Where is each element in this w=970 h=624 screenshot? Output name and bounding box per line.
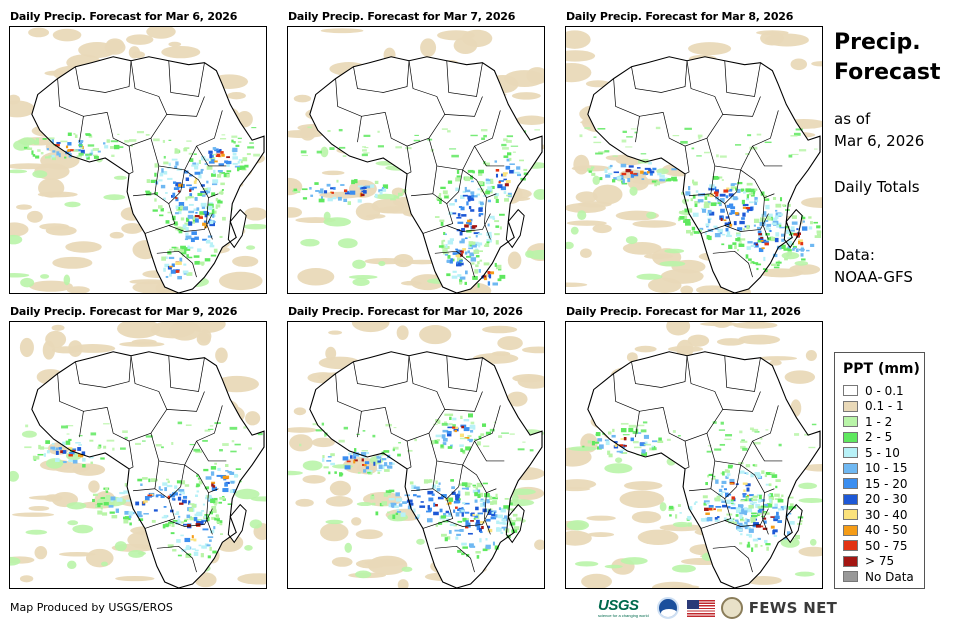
usgs-logo-text: USGS xyxy=(598,597,639,614)
noaa-logo-icon xyxy=(656,597,679,619)
precip-map xyxy=(566,30,822,293)
precip-map xyxy=(566,322,822,588)
legend-swatch xyxy=(843,478,858,490)
us-flag-icon xyxy=(686,599,715,617)
legend-item: 5 - 10 xyxy=(843,445,924,461)
map-panel-mar8 xyxy=(565,26,823,294)
legend-swatch xyxy=(843,400,858,412)
map-panel-mar6 xyxy=(9,26,267,294)
legend-item: 40 - 50 xyxy=(843,523,924,539)
legend-label: 1 - 2 xyxy=(865,414,893,429)
map-credit: Map Produced by USGS/EROS xyxy=(10,601,173,614)
legend-swatch xyxy=(843,416,858,428)
legend-item: 20 - 30 xyxy=(843,492,924,508)
precip-map xyxy=(10,322,266,588)
legend-swatch xyxy=(843,431,858,443)
precip-map xyxy=(10,27,266,293)
legend-label: No Data xyxy=(865,569,914,584)
precip-map xyxy=(288,28,544,293)
panel-title-mar11: Daily Precip. Forecast for Mar 11, 2026 xyxy=(566,305,801,318)
map-panel-mar10 xyxy=(287,321,545,589)
as-of-label: as of xyxy=(834,110,871,128)
precip-map xyxy=(288,322,544,588)
sidebar-title: Precip. Forecast xyxy=(834,28,941,88)
legend-label: 2 - 5 xyxy=(865,430,893,445)
legend-item: No Data xyxy=(843,569,924,585)
legend-item: 0.1 - 1 xyxy=(843,399,924,415)
panel-title-mar10: Daily Precip. Forecast for Mar 10, 2026 xyxy=(288,305,523,318)
legend-item: 15 - 20 xyxy=(843,476,924,492)
sidebar-title-line2: Forecast xyxy=(834,60,941,85)
panel-title-mar9: Daily Precip. Forecast for Mar 9, 2026 xyxy=(10,305,238,318)
legend-label: 0 - 0.1 xyxy=(865,383,904,398)
panel-title-mar7: Daily Precip. Forecast for Mar 7, 2026 xyxy=(288,10,516,23)
legend-swatch xyxy=(843,571,858,583)
usgs-logo: USGS science for a changing world xyxy=(598,598,649,618)
fews-net-logo: FEWS NET xyxy=(748,599,838,617)
legend-swatch xyxy=(843,493,858,505)
map-panel-mar11 xyxy=(565,321,823,589)
legend-title: PPT (mm) xyxy=(843,361,920,377)
legend-item: 0 - 0.1 xyxy=(843,383,924,399)
daily-totals-label: Daily Totals xyxy=(834,178,920,196)
legend-swatch xyxy=(843,540,858,552)
legend-swatch xyxy=(843,447,858,459)
legend-swatch xyxy=(843,555,858,567)
legend-label: 50 - 75 xyxy=(865,538,908,553)
data-label: Data: xyxy=(834,246,875,264)
legend-label: 20 - 30 xyxy=(865,492,908,507)
legend-label: 40 - 50 xyxy=(865,523,908,538)
legend-label: 5 - 10 xyxy=(865,445,900,460)
legend-item: 10 - 15 xyxy=(843,461,924,477)
legend-label: 0.1 - 1 xyxy=(865,399,904,414)
legend-swatch xyxy=(843,462,858,474)
legend-swatch xyxy=(843,509,858,521)
as-of-date: Mar 6, 2026 xyxy=(834,132,925,150)
legend-item: 50 - 75 xyxy=(843,538,924,554)
legend-item: > 75 xyxy=(843,554,924,570)
legend-label: > 75 xyxy=(865,554,895,569)
map-panel-mar7 xyxy=(287,26,545,294)
partner-logos: USGS science for a changing world FEWS N… xyxy=(598,596,837,620)
state-department-seal-icon xyxy=(720,597,743,619)
data-source: NOAA-GFS xyxy=(834,268,913,286)
legend-label: 15 - 20 xyxy=(865,476,908,491)
legend-item: 30 - 40 xyxy=(843,507,924,523)
legend-swatch xyxy=(843,385,858,397)
legend-label: 30 - 40 xyxy=(865,507,908,522)
usgs-tagline: science for a changing world xyxy=(598,613,649,618)
legend-item: 2 - 5 xyxy=(843,430,924,446)
legend-label: 10 - 15 xyxy=(865,461,908,476)
legend-swatch xyxy=(843,524,858,536)
panel-title-mar8: Daily Precip. Forecast for Mar 8, 2026 xyxy=(566,10,794,23)
panel-title-mar6: Daily Precip. Forecast for Mar 6, 2026 xyxy=(10,10,238,23)
sidebar-title-line1: Precip. xyxy=(834,30,921,55)
map-panel-mar9 xyxy=(9,321,267,589)
legend-item: 1 - 2 xyxy=(843,414,924,430)
